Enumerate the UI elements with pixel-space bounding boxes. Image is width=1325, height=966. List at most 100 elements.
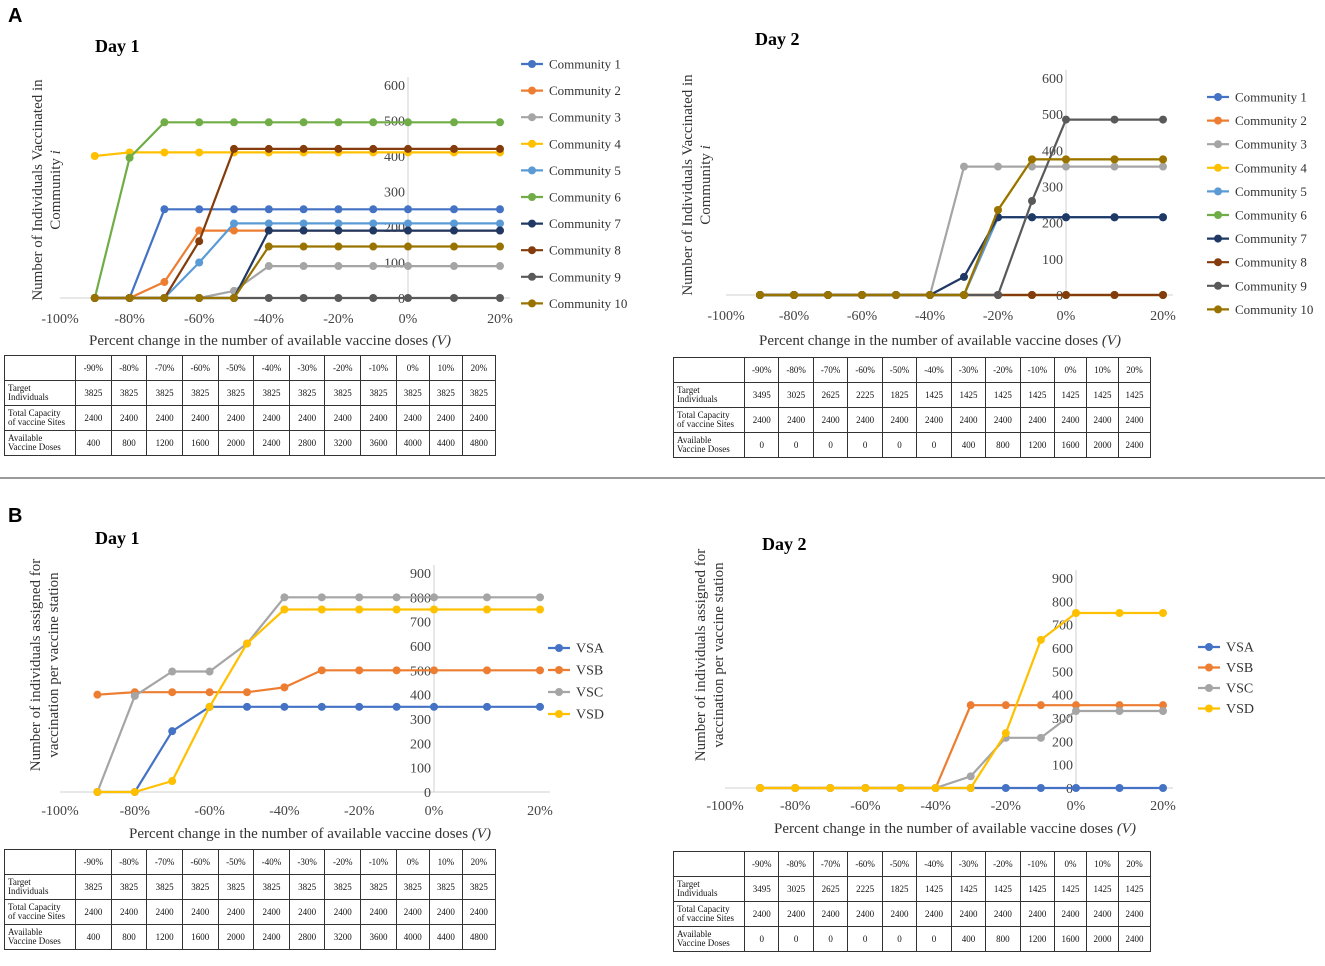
day1-table-header-cell: -90% [75, 849, 112, 875]
chart3-ytick-label: 300 [410, 713, 431, 728]
chart3-point-vsd [93, 788, 102, 796]
chart4-point-vsd [1115, 609, 1124, 617]
day1-table-cell: 2400 [324, 405, 362, 431]
chart2-legend-marker-community-3 [1214, 140, 1222, 149]
chart1-point-community-9 [496, 294, 504, 302]
chart1-point-community-2 [230, 226, 238, 235]
chart4-point-vsd [791, 784, 800, 792]
chart3-x-axis-label: Percent change in the number of availabl… [129, 826, 491, 842]
day2-table-cell: 2000 [1086, 926, 1119, 952]
day1-table-row-label: Target Individuals [4, 874, 76, 900]
chart1-xtick-label: -40% [254, 312, 285, 327]
day1-table-cell: 3825 [395, 874, 430, 900]
chart3-point-vsd [168, 777, 177, 786]
chart4-point-vsc [1115, 707, 1124, 715]
chart4-point-vsb [966, 701, 975, 710]
day1-table-header-cell: 20% [461, 355, 497, 381]
chart1-point-community-1 [496, 205, 504, 214]
day1-table-header-cell [4, 355, 76, 381]
day1-table-cell: 2400 [110, 899, 148, 925]
chart3-point-vsb [280, 683, 289, 692]
chart2-ytick-label: 100 [1042, 253, 1063, 268]
day1-table-cell: 3825 [461, 874, 497, 900]
day2-table-cell: 2400 [881, 901, 918, 927]
chart2-point-community-10 [926, 291, 934, 299]
chart2-point-community-10 [756, 291, 764, 299]
chart1-point-community-10 [334, 242, 343, 251]
day2-table-header-cell: 0% [1054, 851, 1088, 877]
day1-table-cell: 4000 [395, 924, 430, 950]
day1-table-cell: 2400 [253, 430, 290, 456]
chart2-point-community-9 [1110, 115, 1119, 124]
day2-table-cell: 2400 [881, 407, 918, 433]
day1-table-cell: 2400 [181, 405, 219, 431]
chart2-point-community-3 [1159, 162, 1167, 171]
day2-table-cell: 1425 [1054, 382, 1088, 408]
chart1-point-community-9 [334, 294, 343, 302]
chart1-x-axis-label: Percent change in the number of availabl… [89, 333, 451, 349]
day1-table-cell: 3825 [360, 874, 397, 900]
chart1-point-community-3 [264, 262, 273, 271]
chart4-point-vsd [931, 784, 940, 792]
day2-table-cell: 1425 [985, 876, 1021, 902]
chart1-legend-marker-community-3 [528, 113, 536, 122]
day1-table-row-label: Total Capacity of vaccine Sites [4, 899, 76, 925]
chart2-series-line-community-5 [760, 216, 1163, 297]
day2-table-header-cell: -10% [1019, 851, 1056, 877]
chart1-legend-label-community-9: Community 9 [549, 269, 621, 284]
chart3-legend-label-vsc: VSC [576, 686, 603, 701]
day1-table-row-label: Available Vaccine Doses [4, 924, 76, 950]
day1-table-cell: 2400 [146, 899, 183, 925]
chart2-legend-marker-community-8 [1214, 258, 1222, 267]
day2-table-cell: 1825 [881, 382, 918, 408]
day1-table-header-cell: -20% [324, 355, 362, 381]
day2-table-cell: 2400 [743, 407, 780, 433]
chart1-legend-marker-community-9 [528, 272, 536, 281]
chart1-legend-label-community-6: Community 6 [549, 190, 621, 205]
chart1-point-community-10 [496, 242, 504, 251]
chart4-series-line-vsb [760, 704, 1163, 790]
day2-table-header-cell: 0% [1054, 357, 1088, 383]
chart4-ytick-label: 100 [1052, 759, 1073, 774]
chart4-legend-label-vsa: VSA [1226, 641, 1255, 656]
chart3-point-vsa [392, 702, 401, 711]
chart2-point-community-9 [1062, 115, 1070, 124]
day1-table-cell: 2400 [75, 405, 112, 431]
chart1-point-community-5 [450, 219, 458, 228]
chart3-point-vsa [168, 727, 177, 736]
day2-table-cell: 2400 [743, 901, 780, 927]
chart4-point-vsb [1159, 701, 1167, 710]
day2-table-header-cell: -10% [1019, 357, 1056, 383]
chart1-point-community-1 [369, 205, 378, 214]
day1-table-cell: 3825 [217, 380, 255, 406]
day2-table-cell: 2400 [1117, 407, 1152, 433]
day2-table-cell: 2400 [985, 407, 1021, 433]
chart3-point-vsa [280, 702, 289, 711]
day1-table-cell: 3600 [360, 924, 397, 950]
day2-table-cell: 0 [812, 432, 849, 458]
chart2-legend-label-community-8: Community 8 [1235, 255, 1307, 270]
day1-table-cell: 1600 [181, 924, 219, 950]
chart3-point-vsa [536, 702, 544, 711]
day2-table-cell: 2400 [950, 901, 987, 927]
day2-table-cell: 1825 [881, 876, 918, 902]
chart1-legend-label-community-2: Community 2 [549, 83, 621, 98]
day1-table-header-cell: -80% [110, 355, 148, 381]
day2-table-cell: 2000 [1086, 432, 1119, 458]
chart1-series-line-community-6 [93, 121, 500, 299]
day1-table-header-cell: 0% [395, 355, 430, 381]
chart3-point-vsd [392, 605, 401, 614]
chart2-legend-marker-community-4 [1214, 163, 1222, 172]
chart4-point-vsd [896, 784, 905, 792]
chart2-point-community-3 [960, 162, 968, 171]
chart1-point-community-5 [404, 219, 412, 228]
day1-table-cell: 1600 [181, 430, 219, 456]
day2-table-cell: 0 [847, 432, 883, 458]
day2-table-cell: 1425 [1019, 876, 1056, 902]
day2-table-header-cell: -30% [950, 851, 987, 877]
chart1-point-community-3 [496, 262, 504, 271]
chart4-legend-marker-vsc [1205, 684, 1213, 692]
chart1-point-community-1 [404, 205, 412, 214]
chart2-legend-marker-community-1 [1214, 93, 1222, 101]
chart4-point-vsd [826, 784, 835, 792]
